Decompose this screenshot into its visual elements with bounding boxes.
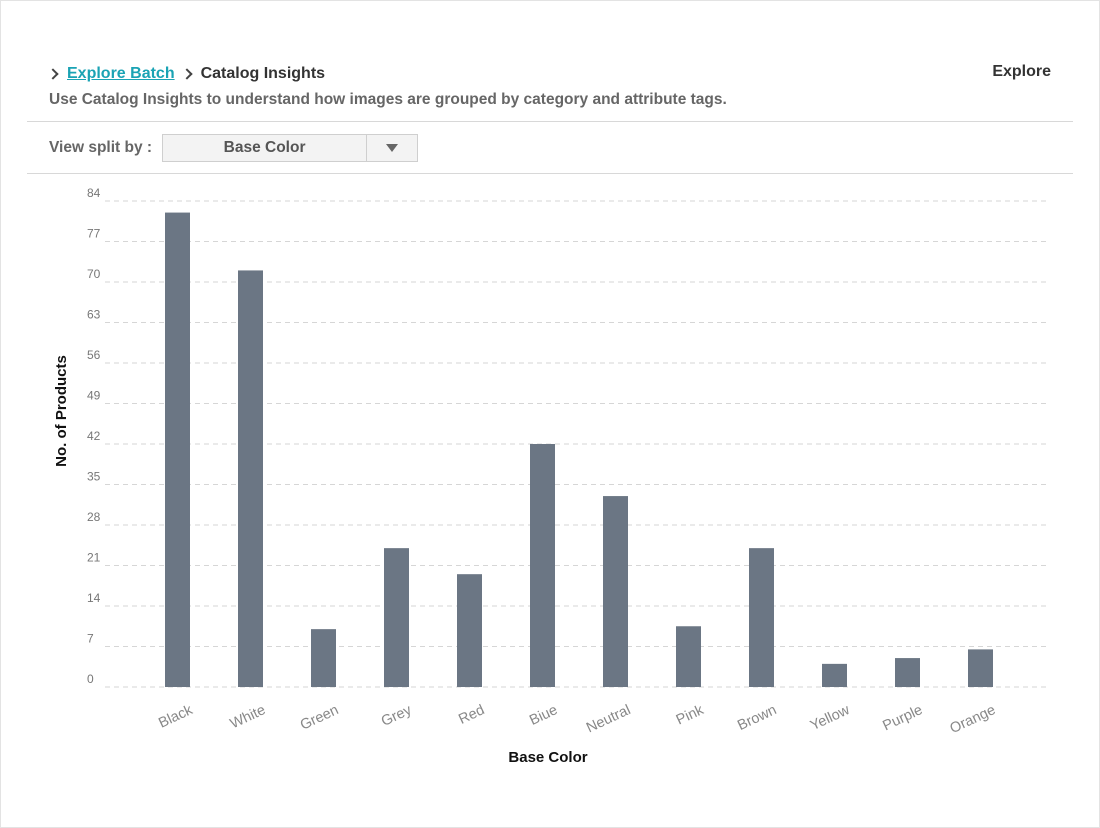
split-label: View split by : [49, 139, 153, 156]
breadcrumb: Explore Batch Catalog Insights [47, 63, 1051, 85]
x-tick-label: Black [156, 702, 196, 732]
bar-pink[interactable] [676, 626, 701, 687]
header-divider [27, 121, 1073, 122]
bars [165, 212, 993, 688]
bar-brown[interactable] [749, 548, 774, 687]
y-axis-title: No. of Products [53, 355, 70, 467]
page-header: Explore Batch Catalog Insights Explore U… [47, 63, 1051, 113]
x-tick-label: Pink [674, 702, 707, 729]
toolbar-divider [27, 173, 1073, 174]
x-tick-label: Yellow [808, 702, 853, 734]
split-select[interactable]: Base Color [162, 134, 419, 162]
explore-button[interactable]: Explore [992, 63, 1051, 80]
y-tick-label: 84 [87, 186, 101, 200]
y-tick-label: 77 [87, 227, 101, 241]
x-axis-title: Base Color [508, 749, 587, 766]
bar-purple[interactable] [895, 658, 920, 687]
page-subtitle: Use Catalog Insights to understand how i… [49, 91, 727, 108]
x-tick-label: Neutral [584, 702, 633, 736]
x-axis-labels: Black White Green Grey Red Biue Neutral Pink Bro… [156, 702, 998, 737]
split-control: View split by : Base Color [49, 134, 419, 162]
y-tick-label: 28 [87, 510, 101, 524]
x-tick-label: Biue [527, 702, 560, 729]
x-tick-label: Grey [379, 702, 415, 730]
bar-chart: 0 7 14 21 28 35 42 49 56 63 70 77 84 Black White Green… [53, 186, 1047, 766]
y-tick-label: 21 [87, 551, 101, 565]
chevron-right-icon [47, 68, 59, 80]
bar-yellow[interactable] [822, 663, 847, 687]
bar-neutral[interactable] [603, 496, 628, 687]
y-tick-label: 56 [87, 348, 101, 362]
x-tick-label: Purple [880, 702, 925, 734]
x-tick-label: Orange [948, 702, 999, 737]
y-tick-label: 35 [87, 470, 101, 484]
y-tick-label: 63 [87, 308, 101, 322]
split-select-value: Base Color [163, 135, 368, 161]
x-tick-label: Brown [735, 702, 779, 734]
y-axis-ticks: 0 7 14 21 28 35 42 49 56 63 70 77 84 [87, 186, 101, 686]
bar-white[interactable] [238, 270, 263, 687]
bar-black[interactable] [165, 212, 190, 688]
dropdown-arrow-button[interactable] [367, 135, 417, 161]
bar-grey[interactable] [384, 548, 409, 687]
y-tick-label: 42 [87, 429, 101, 443]
breadcrumb-current: Catalog Insights [200, 65, 326, 82]
bar-green[interactable] [311, 629, 336, 687]
chevron-right-icon [180, 68, 193, 80]
bar-orange[interactable] [968, 649, 993, 687]
x-tick-label: Green [298, 702, 341, 734]
y-tick-label: 70 [87, 267, 101, 281]
y-tick-label: 7 [87, 632, 94, 646]
bar-biue[interactable] [530, 444, 555, 687]
breadcrumb-link-explore-batch[interactable]: Explore Batch [67, 65, 175, 82]
x-tick-label: White [228, 702, 268, 732]
caret-down-icon [386, 144, 399, 152]
y-tick-label: 49 [87, 389, 101, 403]
bar-red[interactable] [457, 574, 482, 687]
y-tick-label: 0 [87, 672, 94, 686]
x-tick-label: Red [456, 702, 487, 728]
y-tick-label: 14 [87, 591, 101, 605]
